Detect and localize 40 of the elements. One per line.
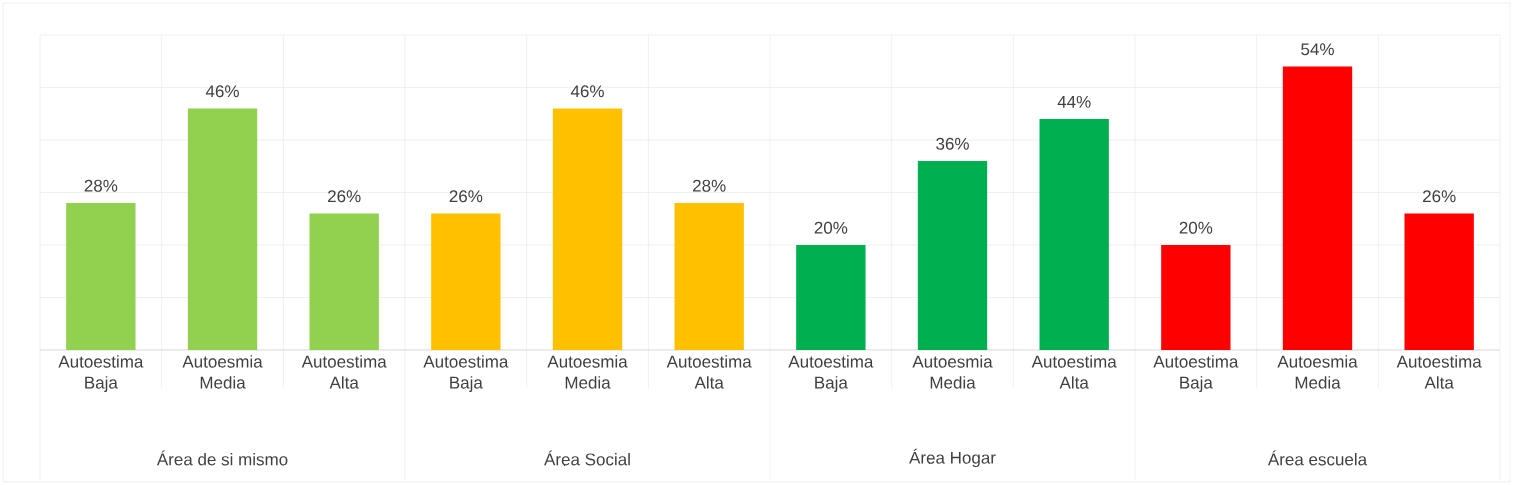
data-label: 26% [328,190,361,203]
bar [917,160,988,350]
x-tick-label: Autoesmia Media [182,355,263,389]
text: Área de si mismo [156,450,288,466]
data-label: 28% [693,179,726,192]
bar [1161,244,1231,350]
x-tick-label: Autoesmia Media [547,355,628,389]
data-label: 20% [1179,221,1213,234]
bar [1039,118,1109,350]
data-label: 28% [84,179,118,192]
x-tick-label: Autoesmia Media [1277,355,1358,389]
bar [309,213,379,350]
text: Área Hogar [909,448,996,468]
data-label: 44% [1057,95,1091,108]
data-label: 26% [449,190,483,203]
text: Área Social [544,450,630,466]
x-tick-label: Autoestima Baja [1153,355,1239,393]
x-tick-label: Autoestima Baja [423,355,509,393]
x-tick-label: Autoestima Alta [1396,355,1482,389]
x-tick-label: Autoesmia Media [912,355,993,389]
text: Área escuela [1267,450,1368,466]
data-label: 54% [1301,43,1334,56]
bar [796,244,866,350]
data-label: 46% [205,85,239,98]
x-tick-label: Autoestima Alta [1031,355,1117,389]
bar [1282,66,1353,350]
bar [66,202,136,350]
data-label: 26% [1423,190,1456,203]
data-label: 20% [814,221,848,234]
x-tick-label: Autoestima Alta [666,355,752,389]
x-tick-label: Autoestima Alta [301,355,387,389]
bar [187,108,258,350]
data-label: 46% [570,85,604,98]
x-tick-label: Autoestima Baja [788,355,874,393]
bar [1404,213,1474,350]
bar [674,202,744,350]
bar [431,213,501,350]
x-tick-label: Autoestima Baja [58,355,144,393]
bar [552,108,623,350]
data-label: 36% [936,137,969,150]
